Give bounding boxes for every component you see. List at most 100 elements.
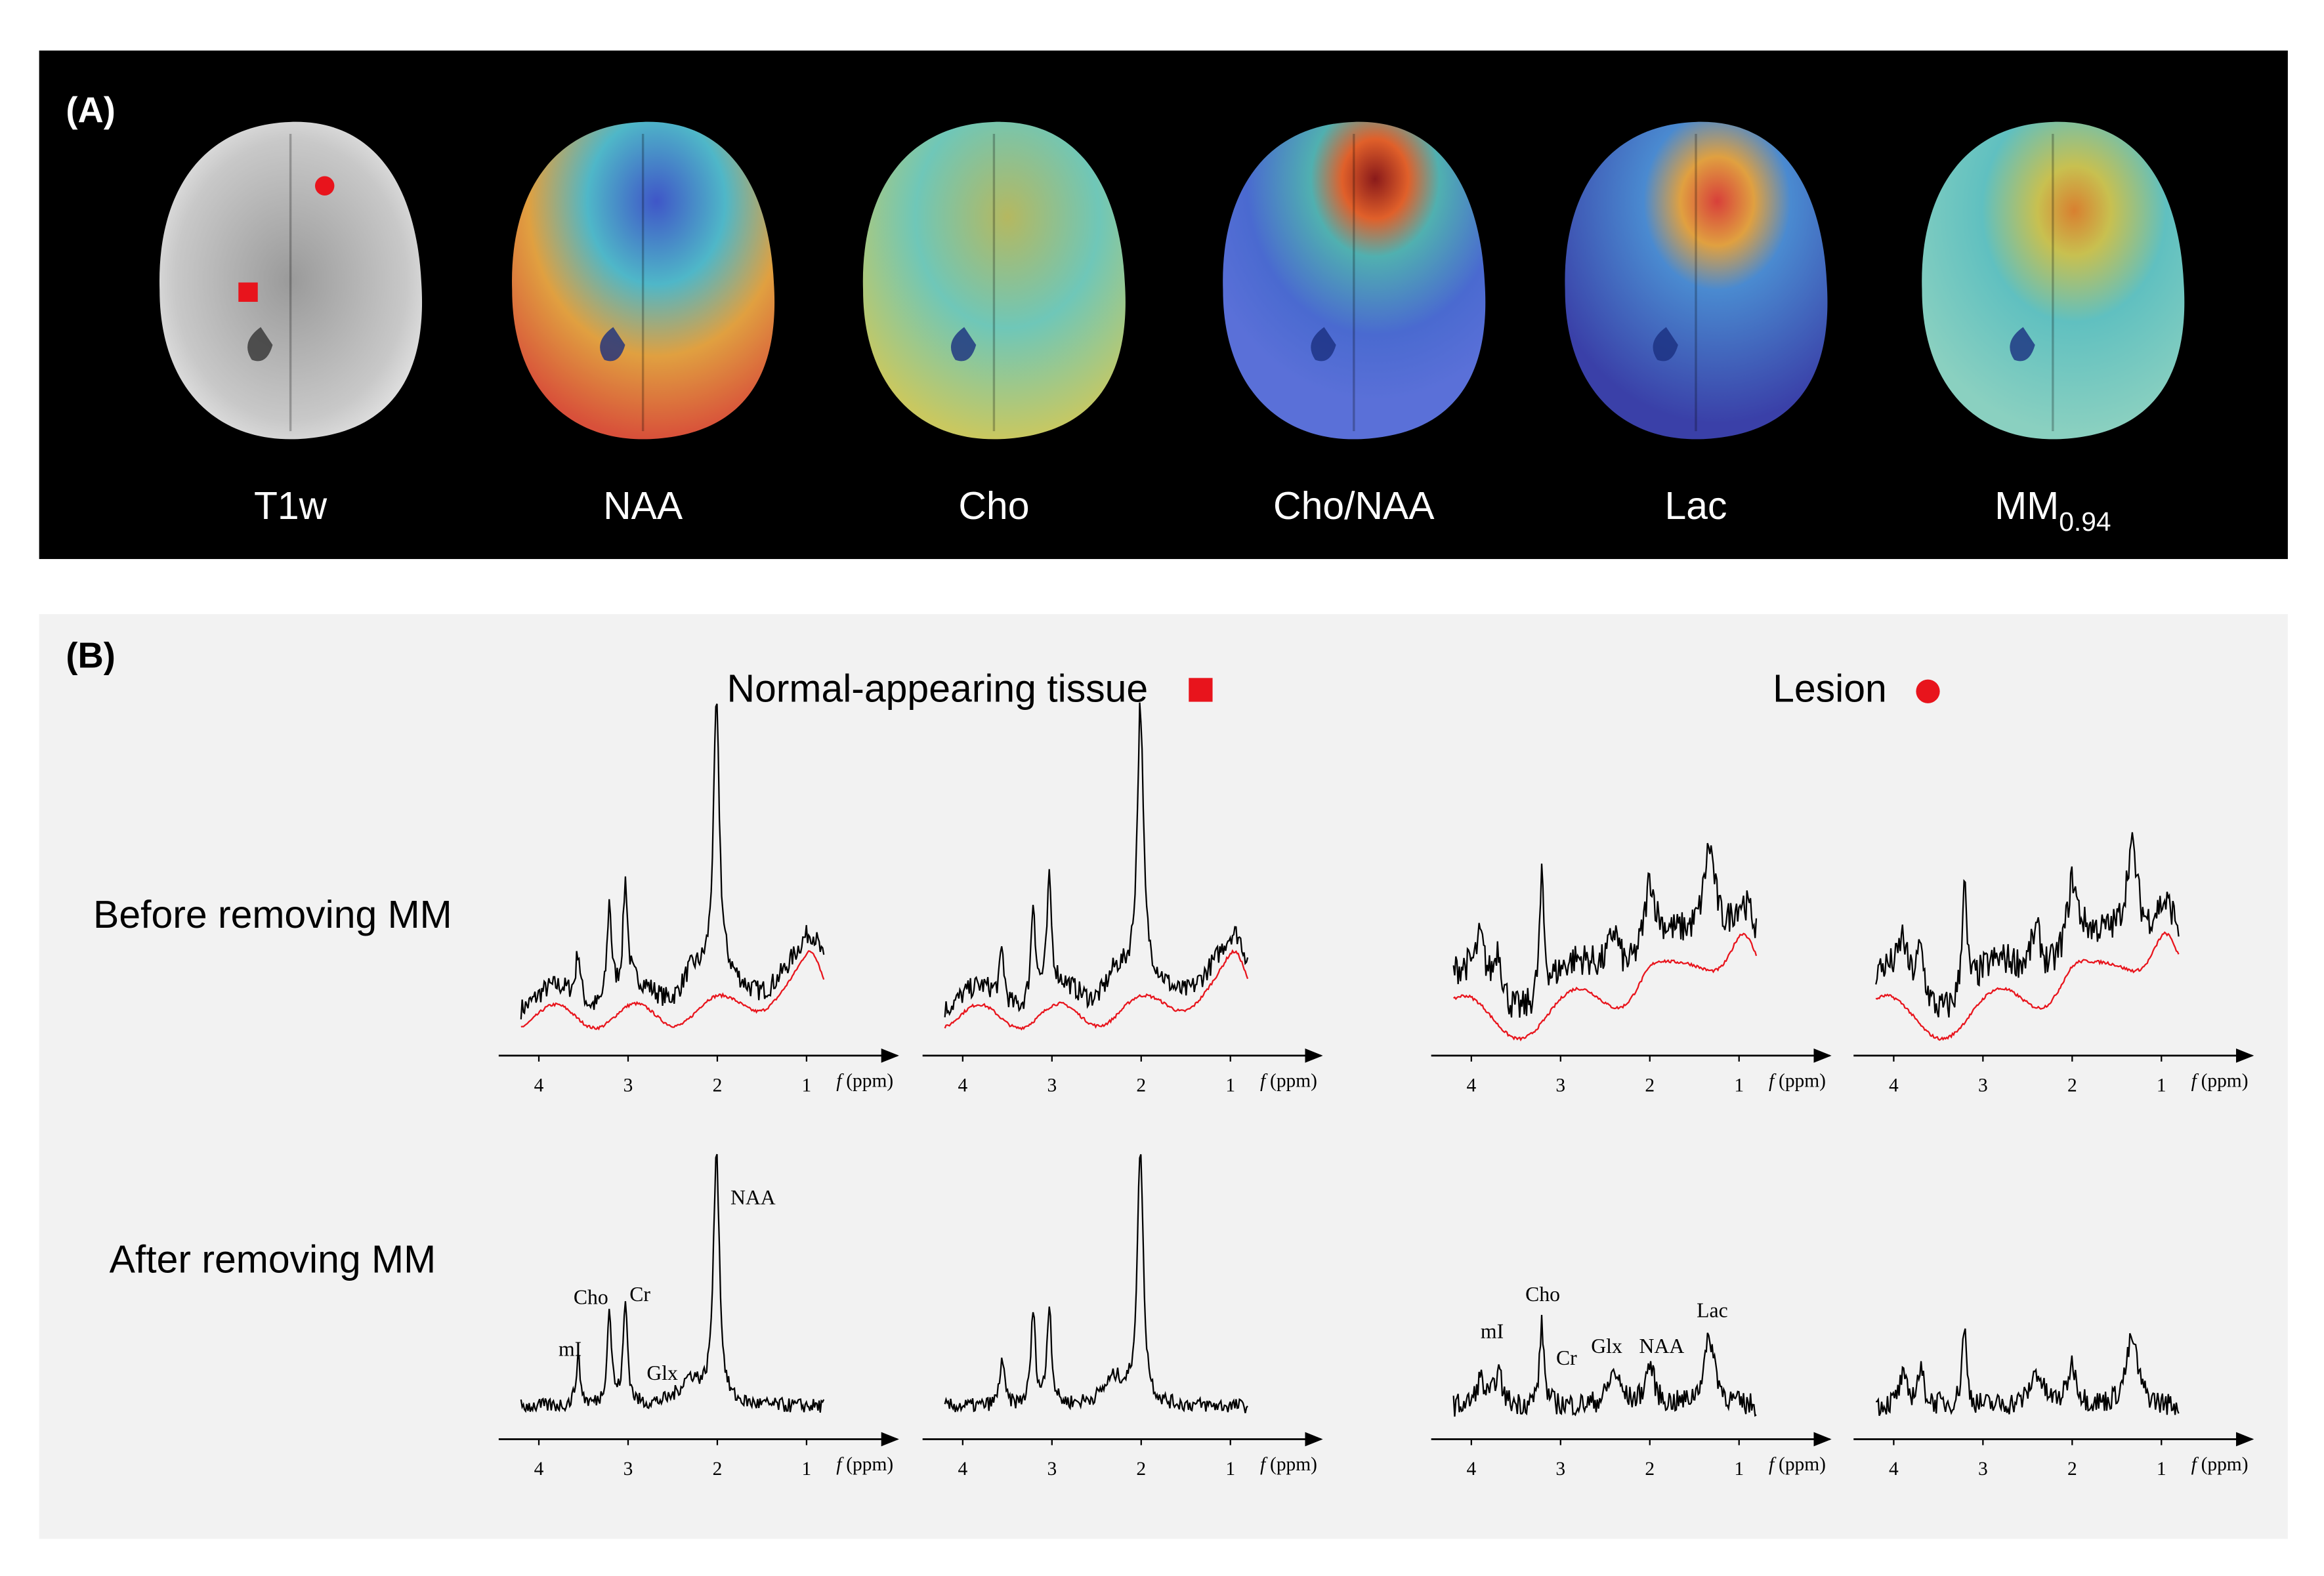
- axis-tick-label: 1: [802, 1075, 812, 1096]
- axis-tick-label: 3: [1555, 1075, 1565, 1096]
- spectrum-before: [520, 703, 825, 1020]
- map-label-text: Cho/NAA: [1273, 485, 1435, 528]
- peak-label: Glx: [646, 1361, 678, 1384]
- axis-tick-label: 3: [1047, 1459, 1057, 1480]
- axis-tick-label: 2: [713, 1075, 723, 1096]
- axis-unit-symbol: f: [2191, 1454, 2199, 1475]
- peak-label: Cho: [1525, 1283, 1560, 1306]
- group-title: Lesion: [1773, 668, 1887, 711]
- axis-unit: f (ppm): [1769, 1454, 1826, 1475]
- axis-tick-label: 2: [1136, 1459, 1146, 1480]
- mm-baseline: [1875, 931, 2180, 1041]
- axis-tick-label: 4: [1889, 1459, 1899, 1480]
- axis-tick-label: 4: [534, 1459, 544, 1480]
- mm-baseline: [1453, 932, 1758, 1042]
- map-label-text: Lac: [1665, 485, 1727, 528]
- axis-unit-text: (ppm): [2201, 1454, 2249, 1475]
- map-label-text: T1w: [254, 485, 327, 528]
- axis-tick-label: 1: [2157, 1459, 2166, 1480]
- spectrum-before: [944, 702, 1249, 1018]
- axis-unit: f (ppm): [1769, 1070, 1826, 1091]
- peak-label: Glx: [1591, 1335, 1622, 1358]
- ventricle: [2010, 327, 2035, 362]
- spectrum-after: [520, 1153, 825, 1413]
- axis-tick-label: 4: [1889, 1075, 1899, 1096]
- mm-baseline: [944, 949, 1249, 1031]
- axis-unit-text: (ppm): [1779, 1070, 1826, 1091]
- ventricle: [950, 327, 977, 362]
- peak-label: mI: [1481, 1319, 1504, 1342]
- axis-tick-label: 2: [713, 1459, 723, 1480]
- axis-tick-label: 4: [534, 1075, 544, 1096]
- axis-tick-label: 3: [623, 1075, 633, 1096]
- axis-tick-label: 3: [1978, 1075, 1988, 1096]
- panel-label: (A): [66, 90, 115, 130]
- brain-map: [862, 121, 1126, 440]
- normal-roi: [238, 282, 258, 302]
- axis-unit-text: (ppm): [1779, 1454, 1826, 1475]
- map-label: MM0.94: [1995, 485, 2111, 537]
- peak-label: Cho: [574, 1285, 608, 1308]
- axis-tick-label: 3: [1978, 1459, 1988, 1480]
- normal-marker: [1189, 678, 1213, 702]
- mm-baseline: [520, 950, 825, 1031]
- axis-unit-text: (ppm): [1270, 1454, 1317, 1475]
- brain-map: [159, 121, 423, 440]
- row-label: After removing MM: [110, 1239, 436, 1281]
- axis-tick-label: 1: [1225, 1459, 1235, 1480]
- spectrum-after: [944, 1153, 1248, 1413]
- map-label-text: MM: [1995, 485, 2059, 528]
- brain-map: [1223, 121, 1486, 440]
- map-label: Cho: [958, 485, 1029, 528]
- map-label-text: NAA: [603, 485, 683, 528]
- axis-unit-text: (ppm): [1270, 1070, 1317, 1091]
- axis-tick-label: 4: [958, 1075, 967, 1096]
- spectrum-before: [1875, 832, 2180, 1018]
- axis-unit: f (ppm): [1260, 1070, 1317, 1091]
- peak-label: NAA: [730, 1186, 776, 1209]
- axis-unit-symbol: f: [2191, 1070, 2199, 1091]
- axis-tick-label: 4: [1466, 1459, 1476, 1480]
- map-label: T1w: [254, 485, 327, 528]
- brain-map: [1922, 121, 2185, 440]
- peak-label: NAA: [1639, 1335, 1685, 1358]
- group-title: Normal-appearing tissue: [727, 668, 1148, 711]
- axis-tick-label: 2: [2067, 1075, 2077, 1096]
- axis-unit: f (ppm): [2191, 1454, 2249, 1475]
- axis-unit-text: (ppm): [846, 1070, 893, 1091]
- map-label-text: Cho: [958, 485, 1029, 528]
- axis-unit-text: (ppm): [2201, 1070, 2249, 1091]
- panel-b-background: [39, 613, 2288, 1539]
- axis-tick-label: 4: [958, 1459, 967, 1480]
- map-label: NAA: [603, 485, 683, 528]
- peak-label: Cr: [629, 1283, 650, 1306]
- axis-tick-label: 3: [1555, 1459, 1565, 1480]
- ventricle: [600, 327, 625, 362]
- map-label: Lac: [1665, 485, 1727, 528]
- axis-tick-label: 2: [2067, 1459, 2077, 1480]
- ventricle: [1653, 327, 1678, 362]
- axis-tick-label: 2: [1645, 1459, 1655, 1480]
- spectrum-before: [1452, 842, 1758, 1018]
- lesion-roi: [314, 176, 335, 196]
- axis-tick-label: 2: [1136, 1075, 1146, 1096]
- lesion-marker: [1916, 679, 1940, 703]
- axis-unit-symbol: f: [1769, 1070, 1777, 1091]
- axis-tick-label: 3: [1047, 1075, 1057, 1096]
- brain-map: [512, 121, 775, 440]
- axis-unit-symbol: f: [1769, 1454, 1777, 1475]
- axis-tick-label: 1: [1734, 1459, 1744, 1480]
- axis-tick-label: 3: [623, 1459, 633, 1480]
- panel-label: (B): [66, 635, 115, 675]
- brain-map: [1565, 121, 1828, 440]
- peak-label: mI: [559, 1338, 581, 1361]
- axis-tick-label: 1: [1734, 1075, 1744, 1096]
- peak-label: Cr: [1556, 1346, 1577, 1369]
- axis-unit-text: (ppm): [846, 1454, 893, 1475]
- axis-tick-label: 1: [802, 1459, 812, 1480]
- axis-tick-label: 2: [1645, 1075, 1655, 1096]
- map-label-subscript: 0.94: [2059, 507, 2111, 537]
- axis-tick-label: 1: [1225, 1075, 1235, 1096]
- row-label: Before removing MM: [93, 894, 452, 936]
